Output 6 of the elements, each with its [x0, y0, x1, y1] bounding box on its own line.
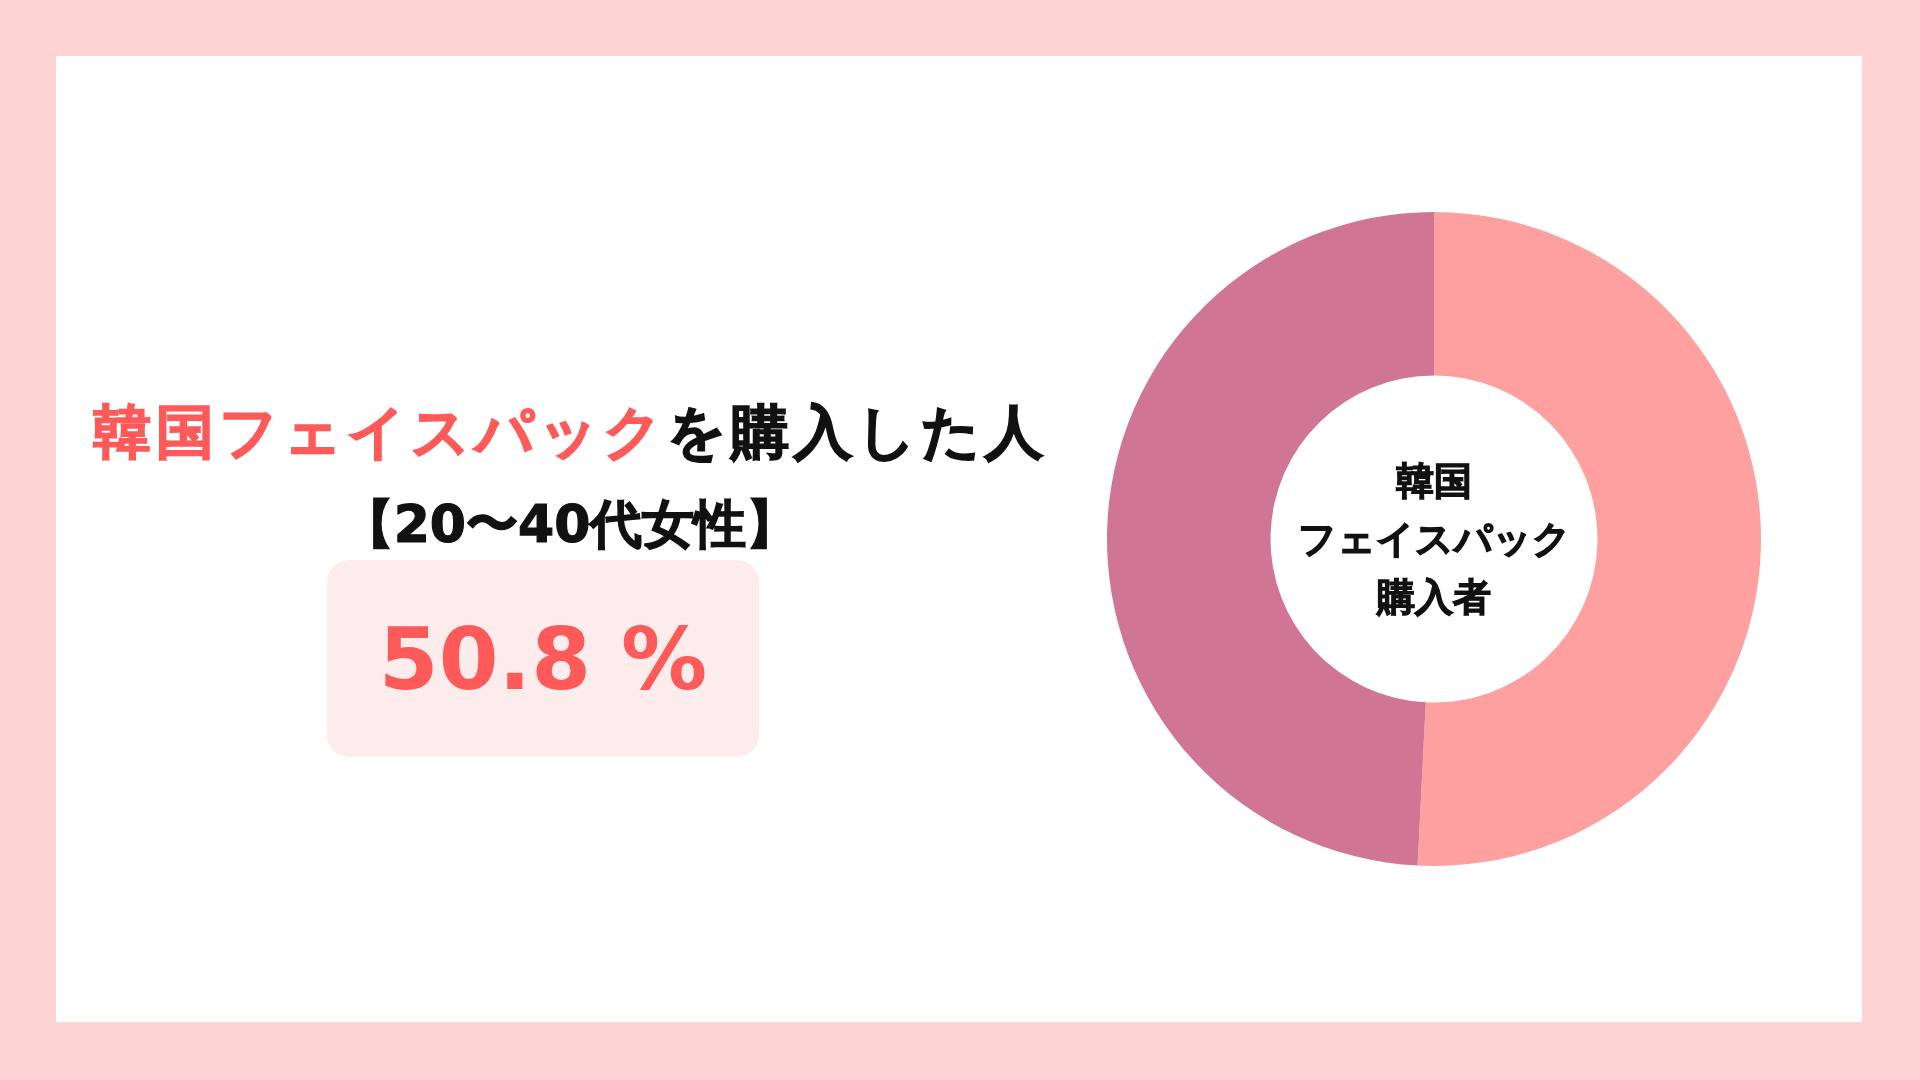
text: 韓国フェイスパックを購入した人 — [91, 397, 1049, 468]
text: 【20〜40代女性】 — [340, 493, 800, 556]
text: フェイスパック — [1297, 516, 1571, 563]
text: 50.8 % — [378, 608, 708, 709]
text: 韓国 — [1396, 458, 1472, 505]
text: 購入者 — [1377, 574, 1491, 621]
